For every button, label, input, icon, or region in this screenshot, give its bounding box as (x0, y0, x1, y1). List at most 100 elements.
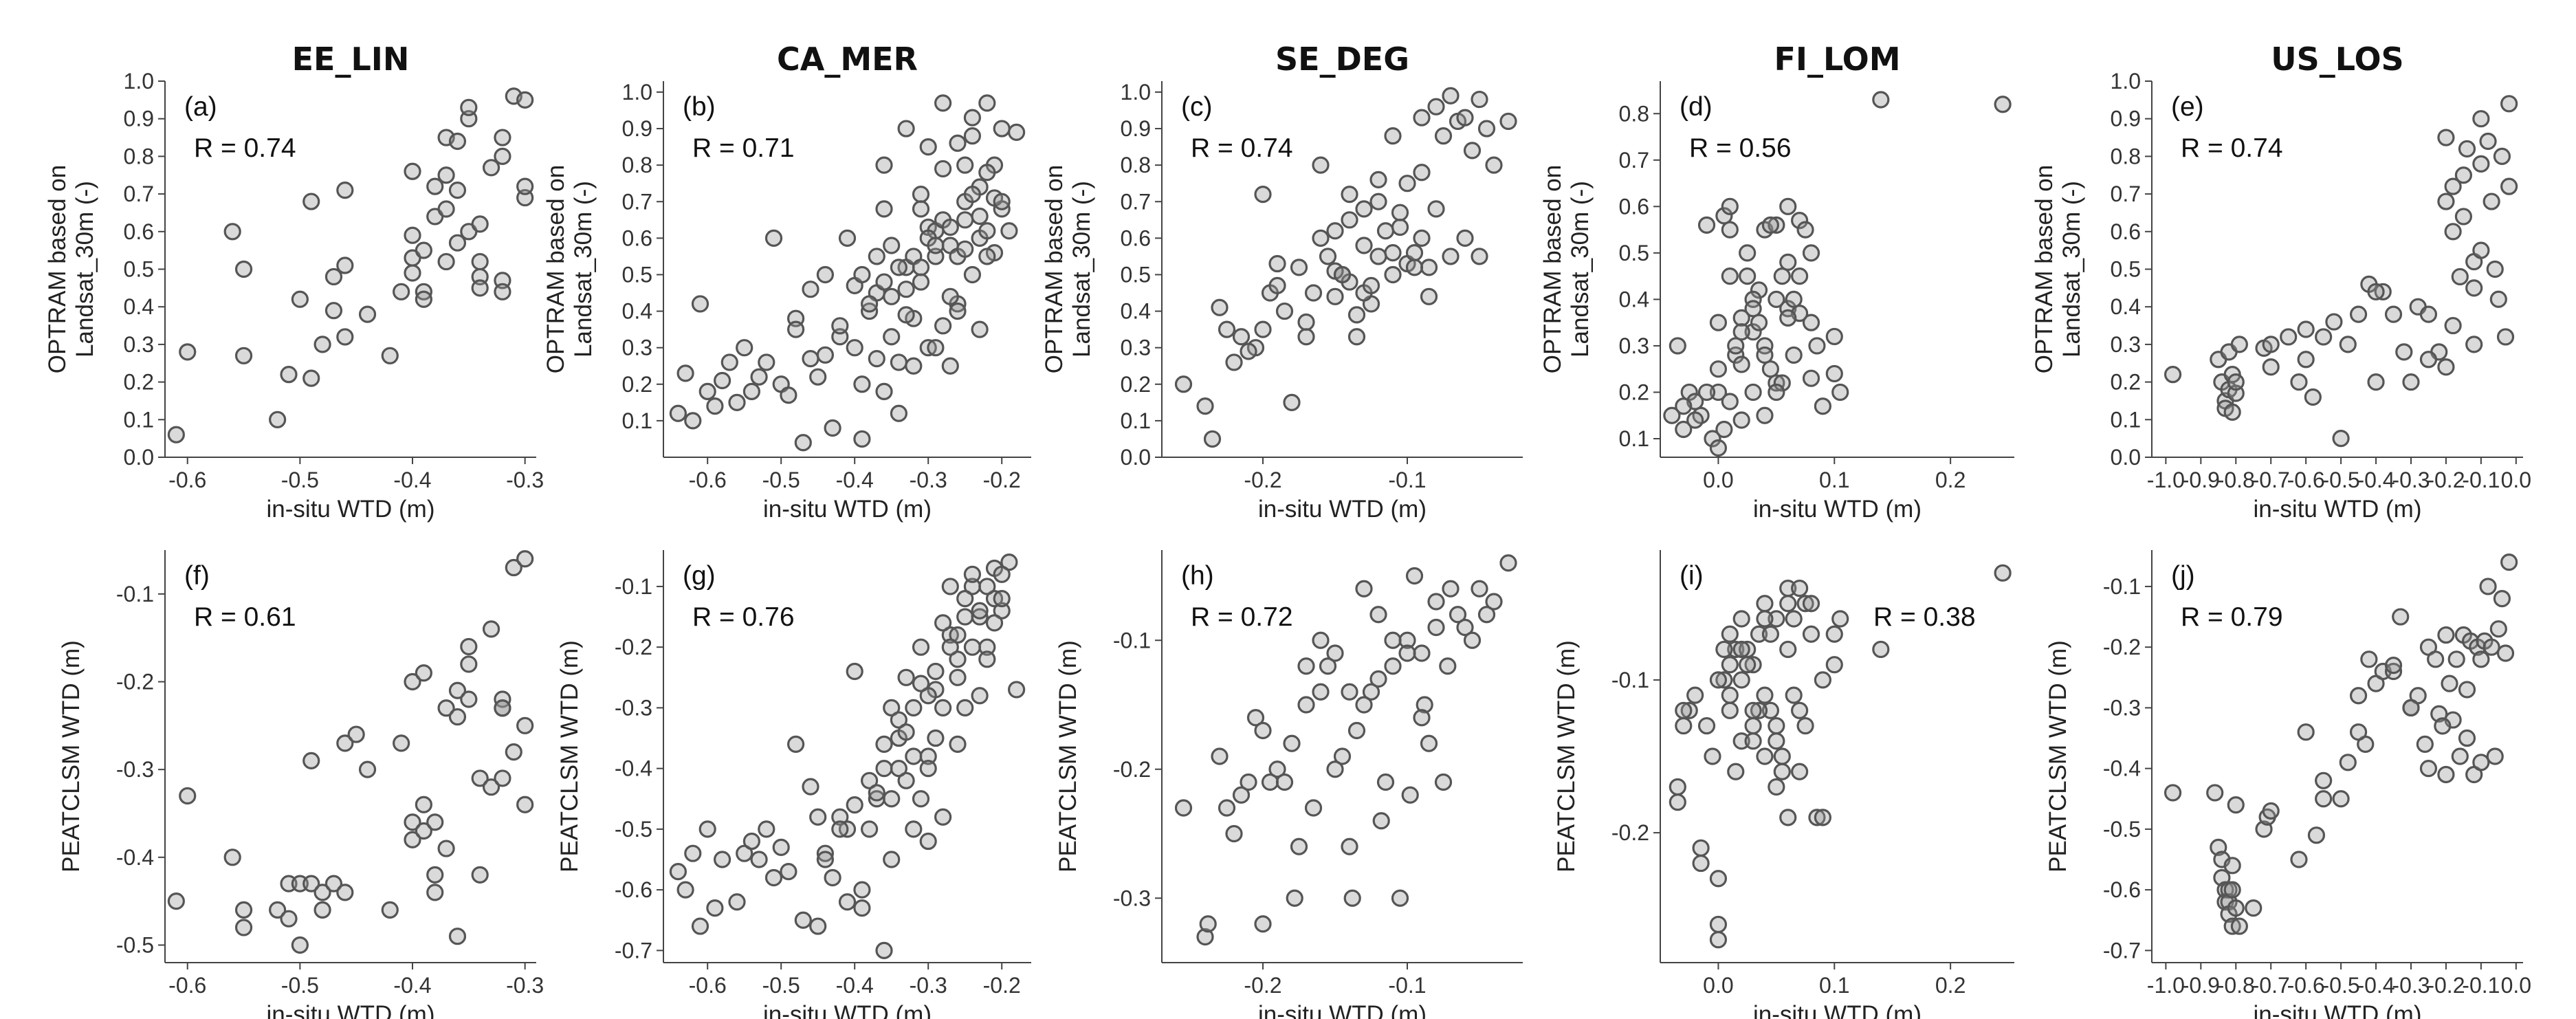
panel-c-data-point (1312, 156, 1330, 174)
panel-g-data-point (905, 747, 923, 765)
panel-h-data-point (1254, 721, 1272, 740)
panel-a-data-point (280, 366, 298, 384)
panel-d-data-point (1721, 393, 1739, 410)
panel-i-r-annotation: R = 0.38 (1873, 602, 1976, 632)
panel-c-data-point (1297, 328, 1315, 346)
panel-e-data-point (2230, 336, 2248, 353)
panel-b-data-point (846, 339, 863, 357)
panel-d-data-point (1721, 267, 1739, 285)
panel-g-r-annotation: R = 0.76 (692, 602, 795, 632)
panel-c-data-point (1196, 397, 1214, 415)
panel-j-x-axis-label: in-situ WTD (m) (2254, 1001, 2422, 1019)
panel-j-data-point (2419, 760, 2438, 778)
panel-e-data-point (2479, 132, 2497, 151)
panel-f-data-point (404, 813, 421, 831)
panel-a-data-point (426, 177, 444, 195)
panel-h-data-point (1355, 580, 1373, 598)
panel-j-y-tick-label: -0.1 (2103, 574, 2141, 599)
panel-h-data-point (1449, 606, 1467, 624)
panel-d-data-point (1697, 216, 1716, 234)
panel-e-data-point (2500, 177, 2518, 195)
panel-d-data-point (1709, 360, 1728, 378)
panel-c-data-point (1420, 259, 1438, 276)
panel-d-data-point (1756, 346, 1774, 364)
panel-a-data-point (302, 369, 320, 387)
panel-d-data-point (1796, 221, 1814, 239)
panel-f-data-point (494, 769, 511, 787)
panel-e-y-tick-label: 0.9 (2111, 107, 2141, 131)
panel-j-data-point (2223, 857, 2241, 875)
panel-e-y-tick-label: 0.3 (2111, 332, 2141, 357)
panel-j-data-point (2245, 899, 2263, 917)
panel-b-data-point (860, 295, 879, 313)
panel-h-data-point (1413, 709, 1431, 727)
panel-h-data-point (1427, 618, 1445, 637)
panel-b-data-point (676, 364, 694, 382)
panel-d-data-point (1686, 411, 1704, 429)
panel-j-x-tick-label: -0.3 (2392, 973, 2430, 998)
panel-a-data-point (167, 426, 185, 443)
panel-c-data-point (1319, 248, 1337, 265)
panel-a-data-point (393, 283, 410, 300)
panel-d-data-point (1663, 406, 1681, 424)
panel-i-data-point (1744, 716, 1762, 735)
panel-i-data-point (1680, 701, 1698, 719)
panel-b-data-point (750, 368, 768, 386)
panel-h-x-tick-label: -0.1 (1388, 973, 1426, 998)
panel-i-x-axis-label: in-situ WTD (m) (1753, 1001, 1922, 1019)
panel-e-x-tick-label: 0.0 (2501, 468, 2531, 492)
panel-g-data-point (1007, 681, 1026, 699)
panel-b-data-point (786, 320, 805, 338)
panel-f-data-point (336, 734, 354, 752)
panel-i-data-point (1721, 625, 1739, 643)
panel-g-data-point (750, 851, 768, 868)
panel-e-data-point (2280, 328, 2298, 346)
panel-e-data-point (2437, 129, 2455, 146)
panel-g-data-point (934, 614, 952, 632)
panel-e-data-point (2483, 193, 2500, 210)
panel-c-data-point (1471, 248, 1488, 265)
panel-i-x-tick-label: 0.1 (1819, 973, 1849, 998)
panel-h-data-point (1343, 889, 1361, 907)
panel-c-data-point (1290, 259, 1308, 276)
panel-c-data-point (1268, 254, 1286, 273)
panel-g-y-tick-label: -0.6 (615, 877, 652, 902)
panel-g-data-point (846, 796, 863, 814)
panel-d-x-tick-label: 0.2 (1935, 468, 1966, 492)
panel-g-data-point (838, 893, 857, 911)
panel-b-data-point (816, 265, 835, 284)
panel-f-x-tick-label: -0.6 (168, 973, 206, 998)
panel-d-data-point (1732, 323, 1750, 341)
panel-h-y-tick-label: -0.3 (1113, 886, 1151, 910)
panel-b-data-point (963, 265, 982, 284)
panel-c-y-axis-label: OPTRAM based on (1041, 165, 1068, 373)
panel-a-data-point (471, 252, 489, 271)
panel-j-data-point (2479, 578, 2497, 595)
panel-b-data-point (875, 382, 893, 401)
panel-d-r-annotation: R = 0.56 (1689, 133, 1792, 163)
panel-b-data-point (897, 306, 915, 324)
panel-d-data-point (1761, 216, 1780, 234)
panel-b-data-point (978, 164, 996, 182)
panel-i-y-tick-label: -0.2 (1611, 820, 1649, 845)
panel-b-data-point (956, 240, 974, 258)
panel-a-x-tick-label: -0.3 (506, 468, 544, 492)
panel-h-data-point (1442, 580, 1460, 598)
panel-j-data-point (2384, 662, 2403, 681)
panel-f-data-point (426, 866, 444, 884)
panel-b-data-point (971, 320, 989, 338)
panel-f-data-point (302, 752, 320, 769)
panel-c-data-point (1174, 375, 1193, 393)
panel-g-y-tick-label: -0.4 (615, 756, 652, 781)
panel-h-data-point (1254, 915, 1272, 933)
panel-i-data-point (1785, 610, 1803, 628)
panel-g-data-point (875, 941, 893, 959)
panel-i-data-point (1744, 701, 1762, 719)
panel-g-y-tick-label: -0.1 (615, 574, 652, 599)
panel-a-data-point (494, 129, 511, 146)
panel-e-y-tick-label: 0.1 (2111, 407, 2141, 432)
panel-a-x-tick-label: -0.6 (168, 468, 206, 492)
panel-j-data-point (2297, 723, 2315, 741)
panel-j-y-tick-label: -0.4 (2103, 756, 2141, 781)
panel-e-x-tick-label: -0.6 (2287, 468, 2325, 492)
